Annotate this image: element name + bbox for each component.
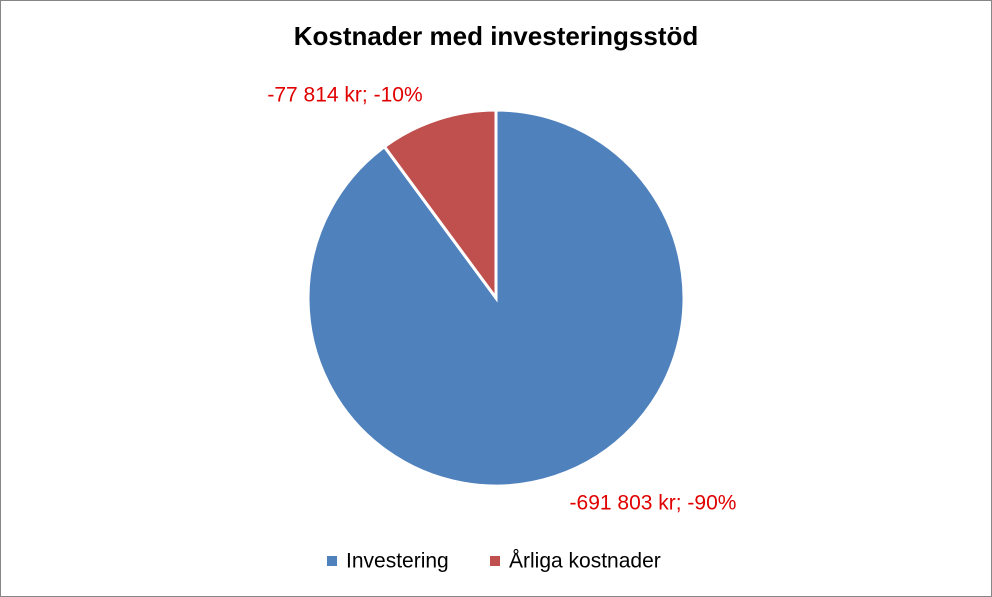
legend-swatch [327, 556, 337, 566]
legend-label: Årliga kostnader [509, 550, 661, 573]
chart-title: Kostnader med investeringsstöd [294, 21, 699, 51]
pie-slice [382, 108, 498, 303]
data-label: -77 814 kr; -10% [267, 84, 422, 107]
data-label: -691 803 kr; -90% [570, 492, 737, 515]
legend-label: Investering [346, 550, 449, 573]
legend-swatch [490, 556, 500, 566]
